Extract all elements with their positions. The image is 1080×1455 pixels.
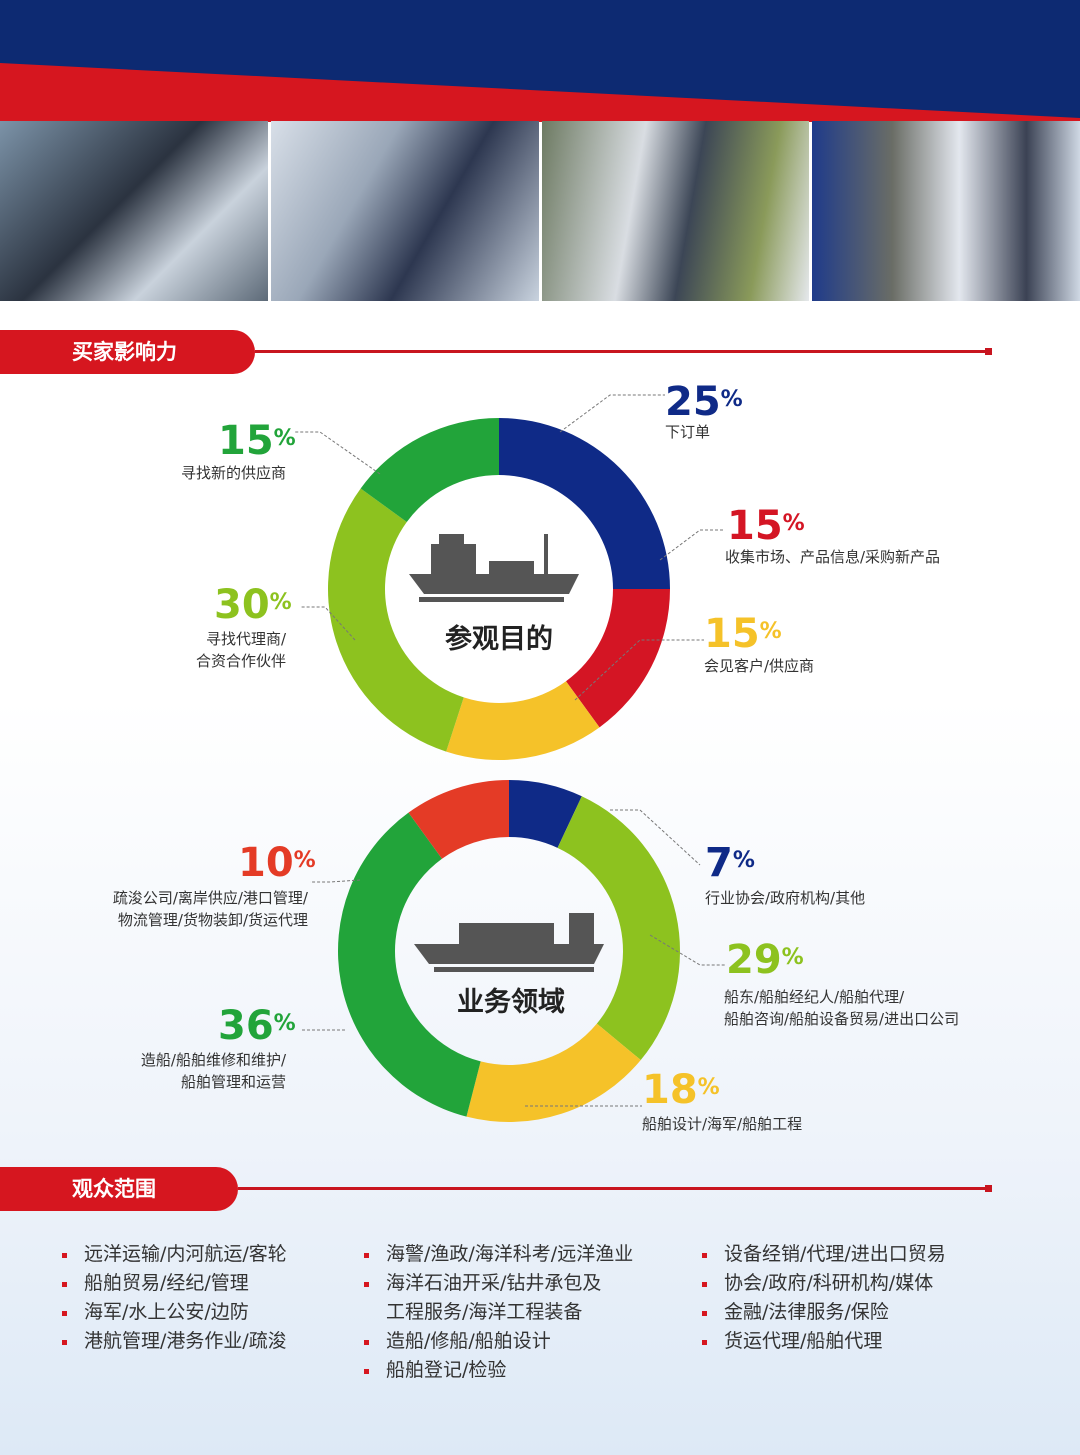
list-item: 金融/法律服务/保险	[702, 1298, 946, 1327]
list-item: 海警/渔政/海洋科考/远洋渔业	[364, 1240, 633, 1269]
divider-end	[985, 348, 992, 355]
photo-meeting-3	[541, 121, 810, 301]
photo-meeting-4	[812, 121, 1080, 301]
slice-label: 船东/船舶经纪人/船舶代理/船舶咨询/船舶设备贸易/进出口公司	[724, 988, 960, 1028]
list-item: 船舶登记/检验	[364, 1356, 633, 1385]
donut-slice	[557, 796, 680, 1060]
pct-label: 10%	[238, 840, 316, 886]
ship-icon	[409, 534, 579, 602]
pct-label: 7%	[705, 840, 755, 886]
audience-list-3: 设备经销/代理/进出口贸易 协会/政府/科研机构/媒体 金融/法律服务/保险 货…	[702, 1240, 946, 1356]
slice-label: 下订单	[665, 423, 711, 441]
chart-title-visit-purpose: 参观目的	[445, 624, 553, 655]
donut-slice	[499, 418, 670, 589]
divider	[238, 1187, 986, 1190]
slice-label: 船舶设计/海军/船舶工程	[642, 1115, 803, 1133]
section-header-buyer-influence: 买家影响力	[0, 330, 255, 374]
donut-slice	[566, 589, 670, 728]
slice-label: 寻找新的供应商	[180, 464, 286, 482]
divider	[255, 350, 985, 353]
pct-label: 15%	[218, 418, 296, 464]
list-item: 海洋石油开采/钻井承包及	[364, 1269, 633, 1298]
slice-label: 行业协会/政府机构/其他	[705, 889, 866, 907]
chart-title-business-field: 业务领域	[457, 987, 565, 1018]
header-banner	[0, 0, 1080, 122]
pct-label: 29%	[726, 937, 804, 983]
donut-slice	[466, 1023, 641, 1122]
donut-slice	[338, 812, 481, 1117]
leader-line	[659, 529, 725, 561]
list-item: 协会/政府/科研机构/媒体	[702, 1269, 946, 1298]
list-item: 货运代理/船舶代理	[702, 1327, 946, 1356]
list-item: 港航管理/港务作业/疏浚	[62, 1327, 287, 1356]
divider-end	[985, 1185, 992, 1192]
list-item: 船舶贸易/经纪/管理	[62, 1269, 287, 1298]
pct-label: 15%	[704, 611, 782, 657]
section-header-audience-scope: 观众范围	[0, 1167, 238, 1211]
list-item: 造船/修船/船舶设计	[364, 1327, 633, 1356]
list-item: 海军/水上公安/边防	[62, 1298, 287, 1327]
leader-line	[559, 394, 665, 433]
slice-label: 疏浚公司/离岸供应/港口管理/物流管理/货物装卸/货运代理	[112, 889, 308, 929]
photo-meeting-1	[0, 121, 268, 301]
photo-meeting-2	[270, 121, 539, 301]
pct-label: 36%	[218, 1003, 296, 1049]
audience-list-1: 远洋运输/内河航运/客轮 船舶贸易/经纪/管理 海军/水上公安/边防 港航管理/…	[62, 1240, 287, 1356]
leader-line	[610, 809, 701, 866]
donut-slice	[509, 780, 582, 848]
donut-slice	[360, 418, 499, 522]
audience-list-2: 海警/渔政/海洋科考/远洋渔业 海洋石油开采/钻井承包及 工程服务/海洋工程装备…	[364, 1240, 633, 1385]
slice-label: 造船/船舶维修和维护/船舶管理和运营	[140, 1051, 286, 1091]
pct-label: 25%	[665, 379, 743, 425]
pct-label: 18%	[642, 1067, 720, 1113]
slice-label: 会见客户/供应商	[704, 657, 815, 675]
slice-label: 收集市场、产品信息/采购新产品	[725, 548, 941, 566]
list-item: 远洋运输/内河航运/客轮	[62, 1240, 287, 1269]
list-item-continuation: 工程服务/海洋工程装备	[386, 1301, 583, 1323]
list-item: 设备经销/代理/进出口贸易	[702, 1240, 946, 1269]
leader-line	[295, 431, 381, 475]
leader-line	[574, 639, 704, 701]
exhibition-photos	[0, 121, 1080, 301]
container-ship-icon	[414, 913, 604, 972]
pct-label: 30%	[214, 582, 292, 628]
donut-slice	[327, 488, 464, 752]
donut-slice	[446, 681, 600, 760]
donut-slice	[408, 780, 509, 859]
slice-label: 寻找代理商/合资合作伙伴	[195, 630, 286, 670]
leader-line	[310, 879, 361, 883]
leader-line	[300, 606, 356, 641]
pct-label: 15%	[727, 503, 805, 549]
